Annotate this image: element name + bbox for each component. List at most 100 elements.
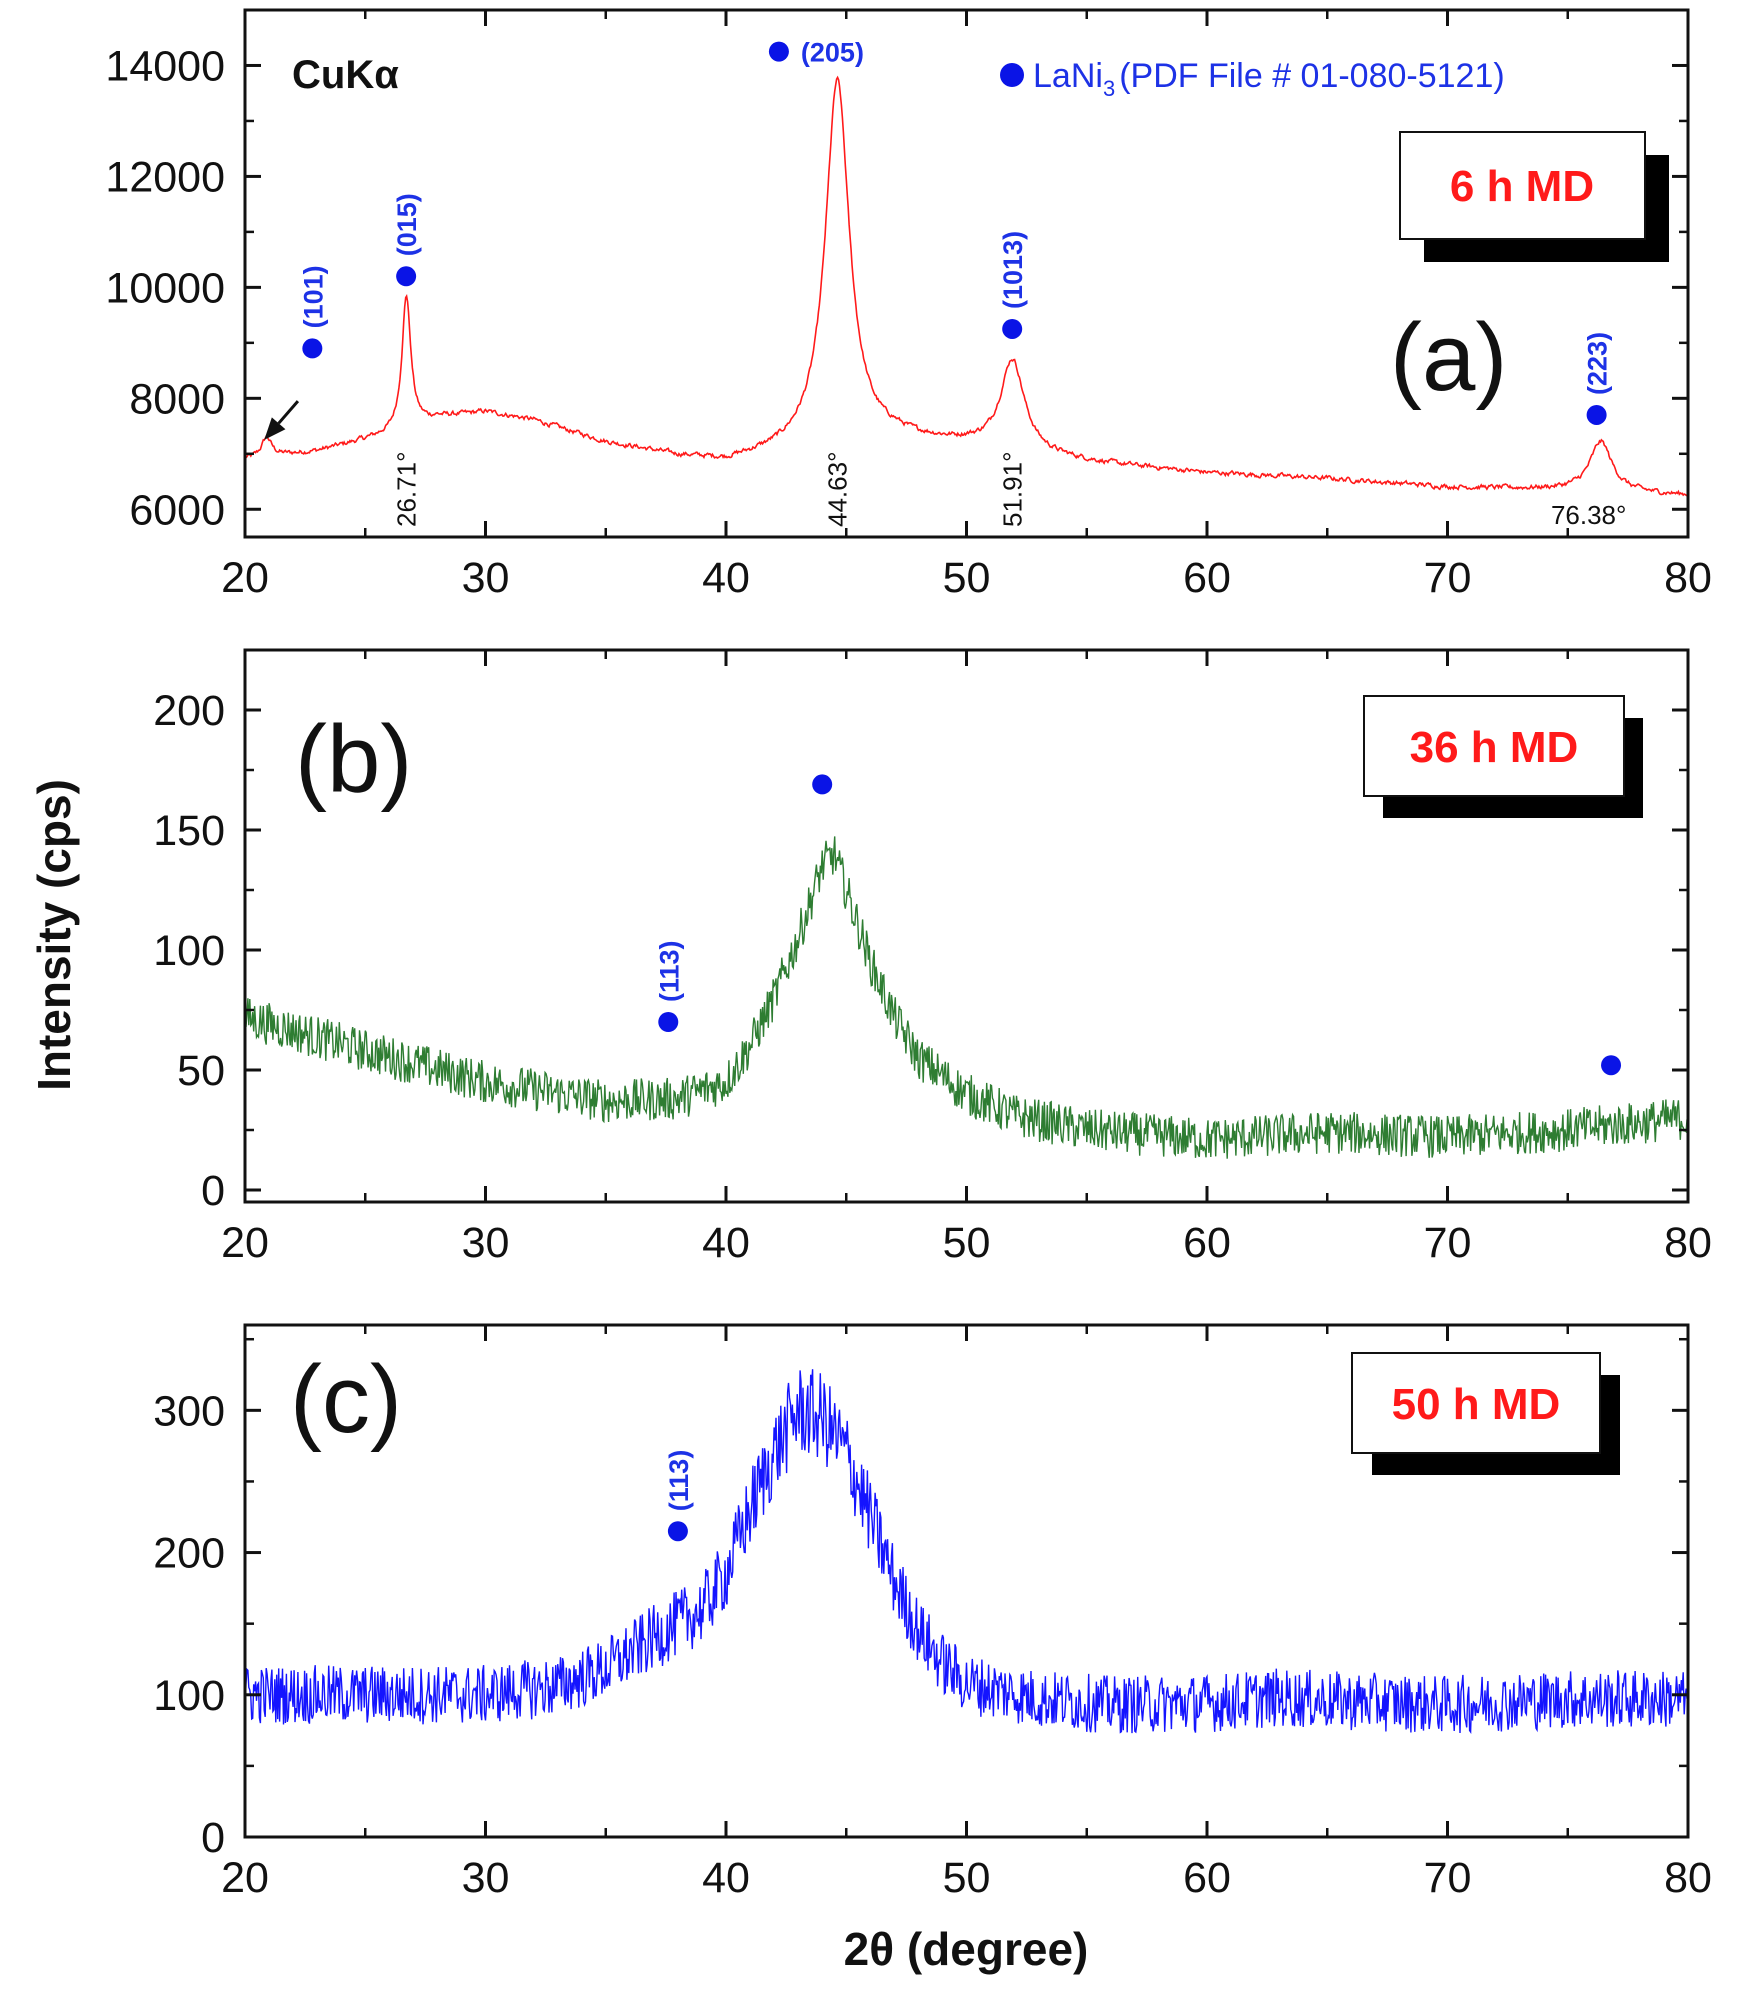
x-tick-label: 60 [1183, 1854, 1231, 1902]
hkl-label: (1013) [998, 231, 1028, 309]
panel-a: (101) (015) (205) (1013) (223) 26.71° 44.63° 51… [105, 8, 1712, 602]
x-axis-title: 2θ (degree) [844, 1923, 1089, 1975]
y-tick-label: 50 [177, 1047, 225, 1095]
peak-angle-label: 26.71° [391, 452, 421, 527]
x-tick-label: 20 [221, 1219, 269, 1267]
condition-label-b: 36 h MD [1410, 723, 1579, 772]
panel-a-lines [245, 75, 1688, 498]
phase-marker [1002, 318, 1023, 339]
legend-text: LaNi3 (PDF File # 01-080-5121) [1033, 57, 1505, 101]
y-axis-title: Intensity (cps) [28, 779, 80, 1091]
x-tick-label: 70 [1424, 554, 1472, 602]
panel-b-pattern-line [245, 836, 1688, 1159]
panel-label-b: (b) [295, 706, 412, 813]
x-tick-label: 70 [1424, 1854, 1472, 1902]
legend-pdf: (PDF File # 01-080-5121) [1119, 57, 1505, 95]
condition-box-a: 6 h MD [1399, 131, 1669, 262]
y-tick-label: 100 [153, 927, 225, 975]
x-tick-label: 70 [1424, 1219, 1472, 1267]
panel-b-y-ticks: 0 50 100 150 200 [153, 687, 1688, 1215]
phase-marker [768, 41, 789, 62]
panel-label-a: (a) [1390, 304, 1507, 411]
phase-marker [396, 266, 417, 287]
phase-marker [1601, 1055, 1622, 1076]
phase-marker [302, 338, 323, 359]
condition-label-c: 50 h MD [1392, 1380, 1561, 1429]
y-tick-label: 6000 [129, 486, 225, 534]
y-tick-label: 12000 [105, 153, 225, 201]
x-tick-label: 20 [221, 1854, 269, 1902]
legend-subscript: 3 [1103, 76, 1115, 101]
x-tick-label: 50 [943, 1219, 991, 1267]
x-tick-label: 40 [702, 554, 750, 602]
y-tick-label: 200 [153, 687, 225, 735]
peak-angle-label: 51.91° [997, 452, 1027, 527]
hkl-label: (205) [801, 38, 864, 68]
panel-c-x-ticks: 20 30 40 50 60 70 80 [221, 1325, 1712, 1902]
x-tick-label: 50 [943, 1854, 991, 1902]
x-tick-label: 80 [1664, 554, 1712, 602]
panel-c-markers: (113) [664, 1450, 694, 1542]
panel-c-pattern-line [245, 1369, 1688, 1734]
y-tick-label: 14000 [105, 42, 225, 90]
peak-angle-label: 76.38° [1551, 500, 1626, 530]
panel-b: (113) 20 30 40 50 60 70 80 0 50 100 150 200 36 h M… [153, 648, 1712, 1267]
panel-a-x-ticks: 20 30 40 50 60 70 80 [221, 10, 1712, 602]
peak-arrow-shaft [277, 400, 300, 425]
phase-marker [812, 774, 833, 795]
x-tick-label: 60 [1183, 554, 1231, 602]
y-tick-label: 300 [153, 1387, 225, 1435]
panel-b-frame [243, 648, 1690, 1204]
panel-c-y-ticks: 0 100 200 300 [153, 1337, 1688, 1862]
y-tick-label: 100 [153, 1672, 225, 1720]
x-tick-label: 40 [702, 1854, 750, 1902]
phase-marker [667, 1521, 688, 1542]
hkl-label: (101) [298, 265, 328, 328]
condition-box-a-frame [1399, 131, 1646, 240]
legend-marker-icon [1000, 63, 1024, 87]
panel-c-frame [243, 1323, 1690, 1839]
condition-box-b-frame [1363, 695, 1625, 797]
panel-a-frame [243, 8, 1690, 539]
x-tick-label: 80 [1664, 1219, 1712, 1267]
y-tick-label: 200 [153, 1530, 225, 1578]
radiation-label: CuKα [292, 53, 399, 97]
panel-a-y-ticks: 6000 8000 10000 12000 14000 [105, 42, 1688, 534]
y-tick-label: 8000 [129, 375, 225, 423]
y-tick-label: 150 [153, 807, 225, 855]
condition-box-b: 36 h MD [1363, 695, 1643, 818]
x-tick-label: 20 [221, 554, 269, 602]
panel-label-c: (c) [290, 1346, 402, 1453]
y-tick-label: 10000 [105, 264, 225, 312]
panel-c-lines [245, 1369, 1688, 1734]
peak-arrow-head [264, 417, 286, 440]
phase-marker [658, 1012, 679, 1032]
x-tick-label: 30 [462, 1854, 510, 1902]
panel-b-lines [245, 836, 1688, 1159]
hkl-label: (015) [392, 193, 422, 256]
x-tick-label: 80 [1664, 1854, 1712, 1902]
x-tick-label: 50 [943, 554, 991, 602]
legend-phase: LaNi [1033, 57, 1103, 95]
condition-box-c-frame [1351, 1352, 1601, 1454]
x-tick-label: 60 [1183, 1219, 1231, 1267]
x-tick-label: 30 [462, 554, 510, 602]
x-tick-label: 40 [702, 1219, 750, 1267]
y-tick-label: 0 [201, 1167, 225, 1215]
hkl-label: (113) [654, 940, 684, 1002]
y-tick-label: 0 [201, 1814, 225, 1862]
x-tick-label: 30 [462, 1219, 510, 1267]
peak-arrow [264, 400, 300, 440]
legend: LaNi3 (PDF File # 01-080-5121) [1000, 57, 1505, 101]
panel-a-pattern-line [245, 75, 1688, 498]
condition-box-c: 50 h MD [1351, 1352, 1620, 1475]
phase-marker [1586, 404, 1607, 425]
hkl-label: (223) [1583, 332, 1613, 395]
condition-label-a: 6 h MD [1450, 162, 1594, 211]
panel-b-markers: (113) [654, 774, 1622, 1076]
peak-angle-label: 44.63° [822, 452, 852, 527]
hkl-label: (113) [664, 1450, 694, 1512]
panel-a-markers: (101) (015) (205) (1013) (223) 26.71° 44.63° 51… [298, 38, 1626, 530]
